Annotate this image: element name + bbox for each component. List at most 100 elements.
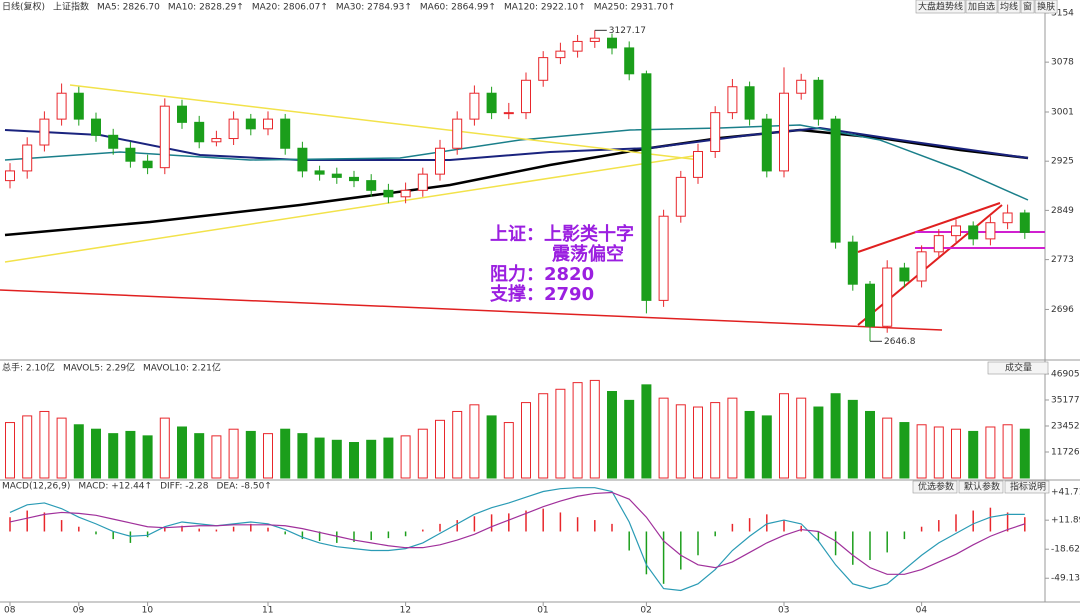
volume-bar: [641, 384, 652, 479]
y-tick-label: -18.62: [1051, 545, 1080, 555]
annotation: 阻力：2820: [490, 264, 594, 285]
candle-body: [417, 173, 428, 191]
indicator-label: MAVOL5: 2.29亿: [63, 362, 135, 374]
volume-bar: [847, 399, 858, 479]
candle-body: [521, 79, 531, 114]
marks: 2696 2773 2849 2925 3001 3078 3154 3127.17 2646.…: [4, 8, 1080, 615]
candle-body: [211, 138, 222, 143]
candle-body: [624, 47, 635, 75]
candle-body: [228, 118, 239, 140]
y-tick-label: 35177: [1051, 395, 1080, 405]
candle-body: [56, 92, 67, 120]
dea-line: [9, 491, 1025, 575]
param-button-label[interactable]: 默认参数: [964, 481, 1000, 493]
candle-body: [555, 50, 566, 59]
y-tick-label: 3154: [1051, 8, 1074, 18]
volume-bar: [469, 404, 480, 479]
volume-bar: [624, 399, 635, 479]
candle-body: [91, 118, 101, 136]
param-button[interactable]: [958, 480, 1004, 494]
diff-line: [9, 487, 1025, 592]
volume-bar: [73, 424, 84, 479]
candle-body: [366, 180, 377, 191]
toolbar-button[interactable]: [997, 0, 1021, 14]
candle-body: [607, 37, 617, 49]
candle-body: [882, 267, 893, 327]
y-tick-label: 2773: [1051, 255, 1074, 265]
trend-line: [69, 84, 701, 161]
candle-body: [761, 118, 772, 172]
candle-body: [796, 79, 807, 94]
x-tick-label: 01: [537, 606, 548, 616]
toolbar-label[interactable]: 加自选: [968, 1, 995, 13]
candle-body: [589, 37, 600, 42]
volume-bar: [263, 433, 273, 479]
candle-body: [486, 92, 497, 114]
param-button[interactable]: [912, 480, 958, 494]
trend-line: [857, 204, 1003, 326]
selector-box[interactable]: [987, 361, 1049, 375]
param-button-label[interactable]: 优选参数: [918, 481, 954, 493]
toolbar-label[interactable]: 均线: [1000, 1, 1018, 13]
toolbar-label[interactable]: 窗: [1023, 1, 1032, 13]
overlay: 日线(复权) 上证指数 MA5: 2826.70 MA10: 2828.29↑ MA20…: [2, 0, 1058, 494]
candle-body: [435, 147, 445, 175]
toolbar-label[interactable]: 换肤: [1037, 1, 1055, 13]
toolbar-button[interactable]: [965, 0, 998, 14]
indicator-label: MA60: 2864.99↑: [420, 3, 496, 13]
indicator-label: DEA: -8.50↑: [217, 482, 272, 492]
volume-bar: [882, 417, 893, 479]
volume-bar: [39, 410, 50, 479]
candle-body: [933, 235, 944, 253]
toolbar-label[interactable]: 大盘趋势线: [918, 1, 963, 13]
toolbar-button[interactable]: [915, 0, 966, 14]
y-tick-label: 46905: [1051, 369, 1080, 379]
param-button-label[interactable]: 指标说明: [1010, 481, 1046, 493]
x-tick-label: 02: [640, 606, 651, 616]
indicator-label: 日线(复权): [2, 1, 45, 13]
toolbar-button[interactable]: [1020, 0, 1035, 14]
volume-bar: [452, 410, 463, 479]
volume-bar: [142, 435, 153, 479]
volume-bar: [658, 397, 669, 479]
candle-body: [194, 121, 205, 143]
candle-body: [830, 118, 841, 243]
indicator-label: MA5: 2826.70: [97, 3, 160, 13]
volume-bar: [228, 428, 239, 479]
candle-body: [968, 225, 979, 240]
y-tick-label: 11726: [1051, 447, 1080, 457]
indicator-label: 总手: 2.10亿: [2, 362, 55, 374]
volume-bar: [761, 415, 772, 479]
volume-bar: [177, 426, 187, 479]
volume-bar: [5, 422, 15, 479]
candle-body: [727, 86, 738, 114]
candle-body: [125, 147, 136, 162]
candle-body: [916, 251, 927, 282]
param-button[interactable]: [1004, 480, 1050, 494]
volume-bar: [933, 426, 944, 479]
volume-bar: [22, 415, 33, 479]
volume-bar: [899, 422, 910, 479]
y-tick-label: 23452: [1051, 421, 1080, 431]
volume-bar: [675, 404, 686, 479]
candle-body: [985, 222, 996, 240]
volume-bar: [159, 417, 170, 479]
indicator-label: MA20: 2806.07↑: [252, 3, 328, 13]
y-tick-label: 2849: [1051, 206, 1074, 216]
selector[interactable]: 成交量: [1005, 362, 1032, 374]
candle-body: [159, 105, 170, 169]
indicator-label: MA10: 2828.29↑: [168, 3, 244, 13]
volume-bar: [607, 390, 617, 479]
volume-bar: [314, 437, 325, 479]
candle-body: [5, 170, 15, 182]
indicator-label: MA30: 2784.93↑: [336, 3, 412, 13]
candle-body: [693, 150, 703, 178]
y-tick-label: 3078: [1051, 58, 1074, 68]
candle-body: [572, 40, 583, 52]
toolbar-button[interactable]: [1034, 0, 1058, 14]
candle-body: [452, 118, 463, 149]
volume-bar: [865, 410, 875, 479]
candle-body: [142, 160, 153, 169]
